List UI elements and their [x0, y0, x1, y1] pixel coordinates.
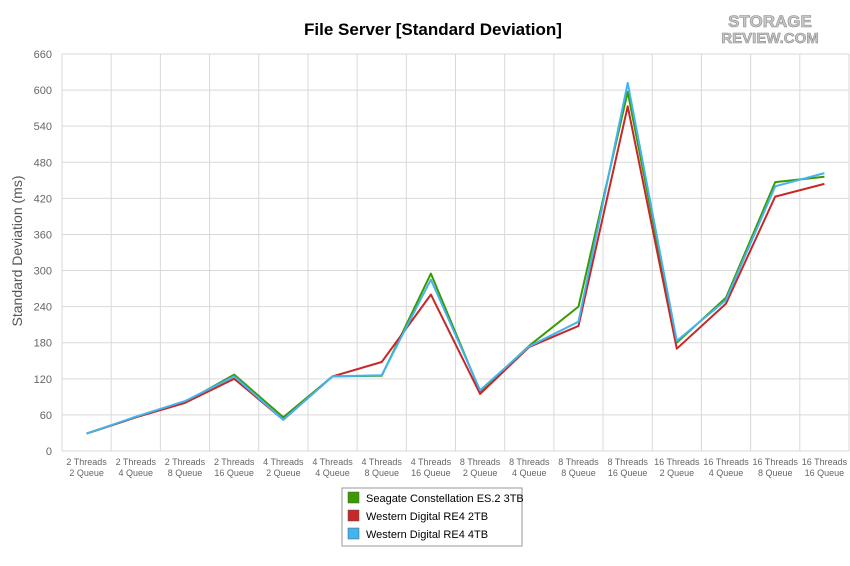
series-line-3 — [86, 81, 825, 435]
logo-line-2: REVIEW.COM — [721, 30, 819, 47]
legend-label: Western Digital RE4 4TB — [366, 529, 488, 541]
y-tick-label: 420 — [34, 193, 52, 205]
legend: Seagate Constellation ES.2 3TB Western Di… — [341, 487, 524, 547]
x-tick-label: 16 Threads 2 Queue — [654, 457, 700, 478]
y-axis-label: Standard Deviation (ms) — [9, 176, 25, 327]
x-tick-label: 8 Threads 16 Queue — [607, 457, 648, 478]
x-tick-label: 4 Threads 8 Queue — [362, 457, 403, 478]
y-tick-label: 240 — [34, 302, 52, 314]
x-axis-ticks: 2 Threads 2 Queue 2 Threads 4 Queue 2 Thread… — [66, 457, 847, 478]
y-tick-label: 300 — [34, 266, 52, 278]
y-tick-label: 120 — [34, 374, 52, 386]
x-tick-label: 2 Threads 16 Queue — [214, 457, 255, 478]
legend-label: Western Digital RE4 2TB — [366, 511, 488, 523]
series-line-2 — [86, 105, 825, 435]
x-tick-label: 16 Threads 8 Queue — [753, 457, 799, 478]
x-tick-label: 2 Threads 8 Queue — [165, 457, 206, 478]
series-lines — [86, 81, 825, 435]
x-tick-label: 2 Threads 2 Queue — [66, 457, 107, 478]
y-tick-label: 600 — [34, 85, 52, 97]
legend-swatch — [347, 491, 360, 504]
legend-box — [341, 487, 523, 547]
x-tick-label: 4 Threads 2 Queue — [263, 457, 304, 478]
legend-swatch — [347, 527, 360, 540]
x-tick-label: 4 Threads 16 Queue — [411, 457, 452, 478]
legend-swatch — [347, 509, 360, 522]
y-tick-label: 540 — [34, 121, 52, 133]
storage-review-logo: STORAGE REVIEW.COM — [721, 12, 819, 48]
x-tick-label: 8 Threads 8 Queue — [558, 457, 599, 478]
legend-label: Seagate Constellation ES.2 3TB — [366, 493, 524, 505]
y-tick-label: 480 — [34, 157, 52, 169]
y-tick-label: 60 — [40, 410, 52, 422]
grid — [61, 53, 850, 452]
x-tick-label: 8 Threads 4 Queue — [509, 457, 550, 478]
x-tick-label: 4 Threads 4 Queue — [312, 457, 353, 478]
y-tick-label: 660 — [34, 49, 52, 61]
x-tick-label: 16 Threads 16 Queue — [802, 457, 848, 478]
y-tick-label: 180 — [34, 338, 52, 350]
x-tick-label: 16 Threads 4 Queue — [703, 457, 749, 478]
chart-title: File Server [Standard Deviation] — [304, 20, 562, 39]
x-tick-label: 8 Threads 2 Queue — [460, 457, 501, 478]
y-tick-label: 0 — [46, 446, 52, 458]
x-tick-label: 2 Threads 4 Queue — [116, 457, 157, 478]
y-axis-ticks: 0 60 120 180 240 300 360 420 480 540 600 660 — [34, 49, 52, 458]
y-tick-label: 360 — [34, 229, 52, 241]
logo-line-1: STORAGE — [728, 12, 812, 31]
